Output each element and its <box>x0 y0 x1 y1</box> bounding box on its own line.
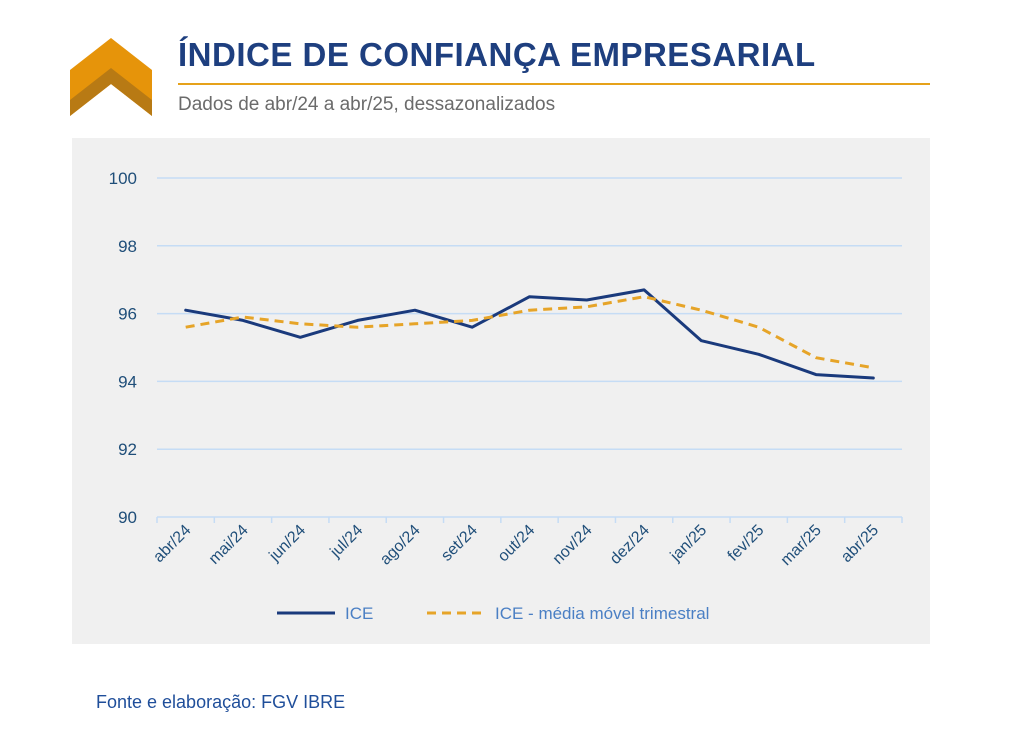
y-tick-label: 92 <box>118 440 137 459</box>
line-chart: 90 92 94 96 98 100 abr/24 mai/24 jun/24 jul/24 ago… <box>109 169 903 623</box>
x-tick-label: abr/25 <box>838 522 882 566</box>
x-tick-label: abr/24 <box>150 522 194 566</box>
legend-label: ICE - média móvel trimestral <box>495 604 709 623</box>
series-line-ice <box>184 288 875 380</box>
page-subtitle: Dados de abr/24 a abr/25, dessazonalizad… <box>178 94 556 115</box>
y-tick-label: 96 <box>118 305 137 324</box>
page-title: ÍNDICE DE CONFIANÇA EMPRESARIAL <box>178 36 816 73</box>
source-note: Fonte e elaboração: FGV IBRE <box>96 692 346 712</box>
series-line-moving-average <box>185 295 874 370</box>
y-tick-label: 98 <box>118 237 137 256</box>
x-tick-label: dez/24 <box>607 522 653 568</box>
legend-label: ICE <box>345 604 373 623</box>
x-tick-label: jan/25 <box>667 522 711 566</box>
x-tick-label: set/24 <box>438 522 481 565</box>
title-divider <box>178 83 930 85</box>
y-tick-label: 94 <box>118 372 137 391</box>
x-tick-label: fev/25 <box>725 522 768 565</box>
x-tick-label: nov/24 <box>550 522 596 568</box>
x-tick-label: mai/24 <box>206 522 252 568</box>
y-tick-label: 100 <box>109 169 137 188</box>
y-tick-label: 90 <box>118 508 137 527</box>
x-tick-label: mar/25 <box>778 522 825 569</box>
chart-panel: 90 92 94 96 98 100 abr/24 mai/24 jun/24 jul/24 ago… <box>72 138 930 644</box>
brand-logo-icon <box>70 38 152 116</box>
x-tick-label: jun/24 <box>266 522 310 566</box>
x-tick-label: out/24 <box>495 522 539 566</box>
x-tick-label: jul/24 <box>327 522 367 562</box>
x-tick-label: ago/24 <box>377 522 424 569</box>
